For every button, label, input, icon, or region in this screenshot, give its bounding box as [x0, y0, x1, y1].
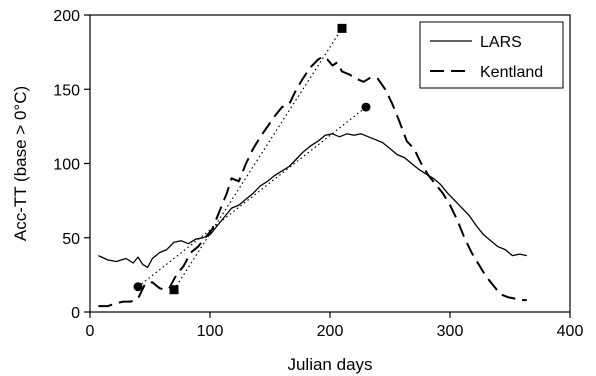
legend-box — [419, 21, 564, 89]
legend-label-kentland: Kentland — [480, 64, 543, 81]
y-tick-label: 0 — [71, 305, 80, 322]
y-tick-label: 150 — [53, 82, 80, 99]
axis-ticks: 0 100 200 300 400 0 50 100 150 200 — [53, 8, 583, 340]
plot-area — [98, 23, 527, 308]
data-point-circle — [133, 282, 143, 292]
series-line-trend-2 — [137, 106, 367, 288]
series-line-kentland — [98, 55, 527, 308]
y-tick-label: 200 — [53, 8, 80, 25]
data-point-square — [169, 285, 179, 295]
data-point-circle — [361, 102, 371, 112]
data-point-square — [337, 23, 347, 33]
y-tick-label: 100 — [53, 157, 80, 174]
x-tick-label: 300 — [437, 323, 464, 340]
x-tick-label: 400 — [557, 323, 584, 340]
x-tick-label: 0 — [86, 323, 95, 340]
x-tick-label: 100 — [197, 323, 224, 340]
series-line-lars — [98, 133, 527, 269]
y-axis-label: Acc-TT (base > 0°C) — [11, 86, 30, 241]
x-axis-label: Julian days — [287, 355, 372, 374]
x-tick-label: 200 — [317, 323, 344, 340]
series-line-trend-3 — [173, 28, 343, 291]
legend: LARS Kentland — [419, 21, 564, 89]
y-tick-label: 50 — [62, 231, 80, 248]
legend-label-lars: LARS — [480, 34, 522, 51]
